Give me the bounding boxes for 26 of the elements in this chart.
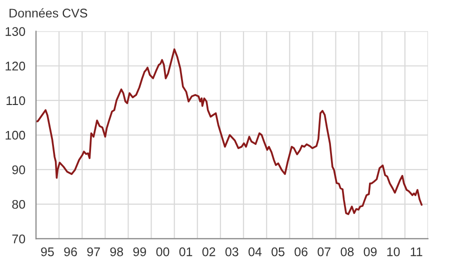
x-tick-label: 06 bbox=[294, 247, 308, 256]
x-tick-label: 07 bbox=[318, 247, 330, 256]
x-tick-label: 02 bbox=[202, 247, 216, 256]
y-tick-label: 100 bbox=[6, 130, 26, 140]
line-series bbox=[36, 48, 423, 216]
y-tick-label: 90 bbox=[12, 165, 26, 174]
x-tick-label: 95 bbox=[41, 247, 54, 256]
y-tick-label: 120 bbox=[6, 62, 26, 71]
x-tick-label: 04 bbox=[248, 247, 262, 256]
chart-title: Données CVS bbox=[10, 8, 88, 18]
x-tick-label: 97 bbox=[87, 247, 100, 256]
y-tick-label: 110 bbox=[6, 96, 26, 106]
x-tick-label: 99 bbox=[133, 247, 146, 256]
x-tick-label: 09 bbox=[364, 247, 377, 256]
x-tick-label: 05 bbox=[272, 247, 284, 256]
y-tick-label: 130 bbox=[6, 27, 26, 36]
x-tick-label: 96 bbox=[64, 247, 77, 256]
x-tick-label: 00 bbox=[156, 247, 170, 256]
x-tick-label: 08 bbox=[340, 247, 354, 256]
x-tick-label: 11 bbox=[410, 248, 422, 256]
x-tick-label: 03 bbox=[225, 247, 238, 256]
y-tick-label: 80 bbox=[12, 200, 26, 209]
x-tick-label: 10 bbox=[387, 247, 400, 256]
x-tick-label: 01 bbox=[179, 247, 192, 256]
y-tick-label: 70 bbox=[12, 234, 26, 244]
x-tick-label: 98 bbox=[110, 247, 124, 256]
